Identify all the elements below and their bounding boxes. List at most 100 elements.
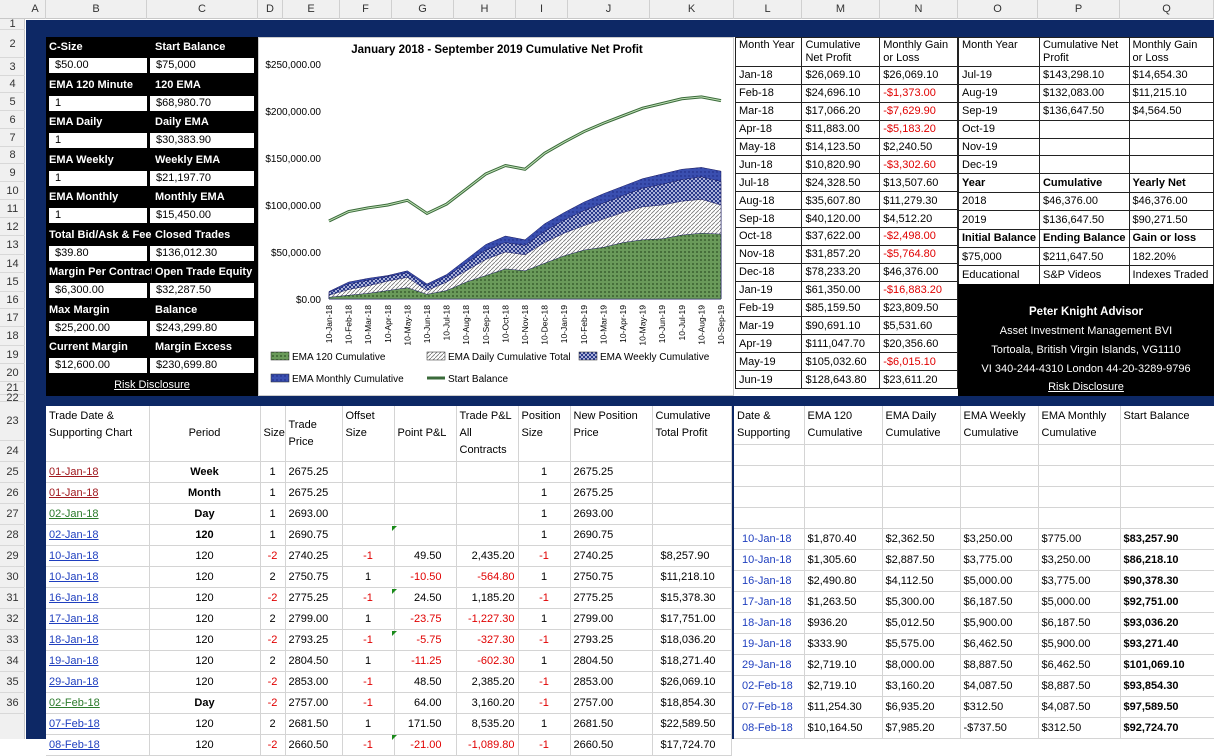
ema-cell[interactable]: $2,887.50 — [882, 549, 961, 571]
ema-cell[interactable]: $5,575.00 — [882, 633, 961, 655]
trade-cell[interactable]: 2804.50 — [285, 650, 343, 672]
monthly-cell[interactable]: Sep-18 — [734, 209, 803, 229]
ema-cell[interactable] — [882, 465, 961, 487]
column-header-P[interactable]: P — [1038, 0, 1120, 19]
trade-cell[interactable]: 2757.00 — [570, 692, 653, 714]
ema-cell[interactable] — [1120, 444, 1214, 466]
ema-cell[interactable]: $90,378.30 — [1120, 570, 1214, 592]
trade-cell[interactable] — [342, 524, 395, 546]
ema-cell[interactable]: $8,887.50 — [960, 654, 1039, 676]
monthly-cell[interactable]: Dec-18 — [734, 262, 803, 282]
column-header-K[interactable]: K — [650, 0, 734, 19]
trade-cell[interactable]: -1 — [518, 629, 571, 651]
summary-cell[interactable]: $136,647.50 — [1038, 210, 1130, 230]
monthly-cell[interactable]: $17,066.20 — [801, 101, 881, 121]
trade-cell[interactable]: 1 — [518, 461, 571, 483]
trade-date-link[interactable]: 07-Feb-18 — [46, 713, 150, 735]
trade-cell[interactable]: 8,535.20 — [456, 713, 519, 735]
row-header-11[interactable]: 11 — [0, 200, 25, 218]
trade-cell[interactable]: -1 — [342, 734, 395, 756]
trade-cell[interactable]: 1 — [518, 713, 571, 735]
row-header-25[interactable]: 25 — [0, 462, 25, 483]
monthly-cell[interactable]: Sep-19 — [958, 101, 1040, 121]
ema-cell[interactable]: $7,985.20 — [882, 717, 961, 739]
ema-cell[interactable]: $93,036.20 — [1120, 612, 1214, 634]
monthly-cell[interactable]: Aug-18 — [734, 191, 803, 211]
trade-cell[interactable]: 2750.75 — [570, 566, 653, 588]
row-header-14[interactable]: 14 — [0, 255, 25, 273]
monthly-cell[interactable]: $10,820.90 — [801, 155, 881, 175]
trade-date-link[interactable]: 01-Jan-18 — [46, 482, 150, 504]
trade-cell[interactable]: $18,271.40 — [652, 650, 732, 672]
monthly-cell[interactable] — [1038, 137, 1130, 157]
trade-cell[interactable]: 1 — [342, 713, 395, 735]
trade-cell[interactable]: 2675.25 — [570, 461, 653, 483]
ema-cell[interactable]: $5,012.50 — [882, 612, 961, 634]
trade-cell[interactable]: 1 — [260, 461, 286, 483]
row-header-15[interactable]: 15 — [0, 273, 25, 292]
param-value[interactable]: $30,383.90 — [150, 133, 254, 148]
column-header-M[interactable]: M — [802, 0, 880, 19]
trade-date-link[interactable]: 10-Jan-18 — [46, 566, 150, 588]
ema-cell[interactable] — [1120, 486, 1214, 508]
ema-cell[interactable]: $101,069.10 — [1120, 654, 1214, 676]
monthly-cell[interactable]: $136,647.50 — [1038, 101, 1130, 121]
monthly-cell[interactable]: $105,032.60 — [801, 352, 881, 372]
monthly-cell[interactable]: Dec-19 — [958, 155, 1040, 175]
trade-cell[interactable] — [652, 461, 732, 483]
param-value[interactable]: 1 — [49, 208, 147, 223]
monthly-cell[interactable]: May-19 — [734, 352, 803, 372]
monthly-cell[interactable]: Oct-18 — [734, 227, 803, 246]
ema-cell[interactable]: 16-Jan-18 — [734, 570, 805, 592]
monthly-cell[interactable]: Mar-18 — [734, 101, 803, 121]
trade-cell[interactable]: -1 — [518, 587, 571, 609]
trade-cell[interactable]: Month — [149, 482, 261, 504]
monthly-cell[interactable]: $40,120.00 — [801, 209, 881, 229]
monthly-cell[interactable]: $37,622.00 — [801, 227, 881, 246]
trade-cell[interactable]: 2793.25 — [570, 629, 653, 651]
ema-cell[interactable]: $312.50 — [1038, 717, 1121, 739]
trade-cell[interactable]: -2 — [260, 692, 286, 714]
monthly-cell[interactable]: -$3,302.60 — [879, 155, 958, 175]
ema-cell[interactable]: $3,775.00 — [1038, 570, 1121, 592]
trade-cell[interactable]: 1 — [518, 482, 571, 504]
summary-cell[interactable]: S&P Videos — [1038, 265, 1130, 285]
monthly-cell[interactable]: $5,531.60 — [879, 316, 958, 336]
ema-cell[interactable] — [882, 444, 961, 466]
ema-cell[interactable] — [960, 486, 1039, 508]
trade-cell[interactable]: -1 — [342, 545, 395, 567]
trade-cell[interactable]: $17,724.70 — [652, 734, 732, 756]
summary-cell[interactable]: 2019 — [958, 210, 1040, 230]
ema-cell[interactable]: $775.00 — [1038, 528, 1121, 550]
trade-cell[interactable]: 1 — [342, 566, 395, 588]
trade-cell[interactable]: -23.75 — [394, 608, 457, 630]
trade-cell[interactable]: 120 — [149, 608, 261, 630]
row-header-16[interactable]: 16 — [0, 292, 25, 309]
trade-cell[interactable]: 120 — [149, 629, 261, 651]
trade-cell[interactable]: 1 — [518, 503, 571, 525]
monthly-cell[interactable]: $13,507.60 — [879, 173, 958, 193]
trade-cell[interactable]: 2799.00 — [570, 608, 653, 630]
trade-date-link[interactable]: 02-Jan-18 — [46, 503, 150, 525]
risk-disclosure-link[interactable]: Risk Disclosure — [114, 379, 190, 391]
trade-cell[interactable]: 2675.25 — [285, 482, 343, 504]
monthly-cell[interactable]: $14,123.50 — [801, 137, 881, 157]
trade-cell[interactable]: 1 — [518, 566, 571, 588]
trade-cell[interactable]: 2 — [260, 713, 286, 735]
trade-date-link[interactable]: 02-Jan-18 — [46, 524, 150, 546]
monthly-cell[interactable]: -$6,015.10 — [879, 352, 958, 372]
trade-cell[interactable]: Week — [149, 461, 261, 483]
monthly-cell[interactable]: Jan-18 — [734, 66, 803, 85]
trade-cell[interactable]: 120 — [149, 671, 261, 693]
ema-cell[interactable]: $3,160.20 — [882, 675, 961, 697]
column-header-E[interactable]: E — [283, 0, 340, 19]
trade-cell[interactable] — [652, 482, 732, 504]
trade-cell[interactable]: -11.25 — [394, 650, 457, 672]
monthly-cell[interactable]: Feb-19 — [734, 298, 803, 318]
ema-cell[interactable]: 10-Jan-18 — [734, 549, 805, 571]
ema-cell[interactable]: $8,887.50 — [1038, 675, 1121, 697]
row-header-7[interactable]: 7 — [0, 129, 25, 147]
monthly-cell[interactable]: $23,611.20 — [879, 370, 958, 390]
row-header-10[interactable]: 10 — [0, 182, 25, 200]
ema-cell[interactable]: $10,164.50 — [804, 717, 883, 739]
